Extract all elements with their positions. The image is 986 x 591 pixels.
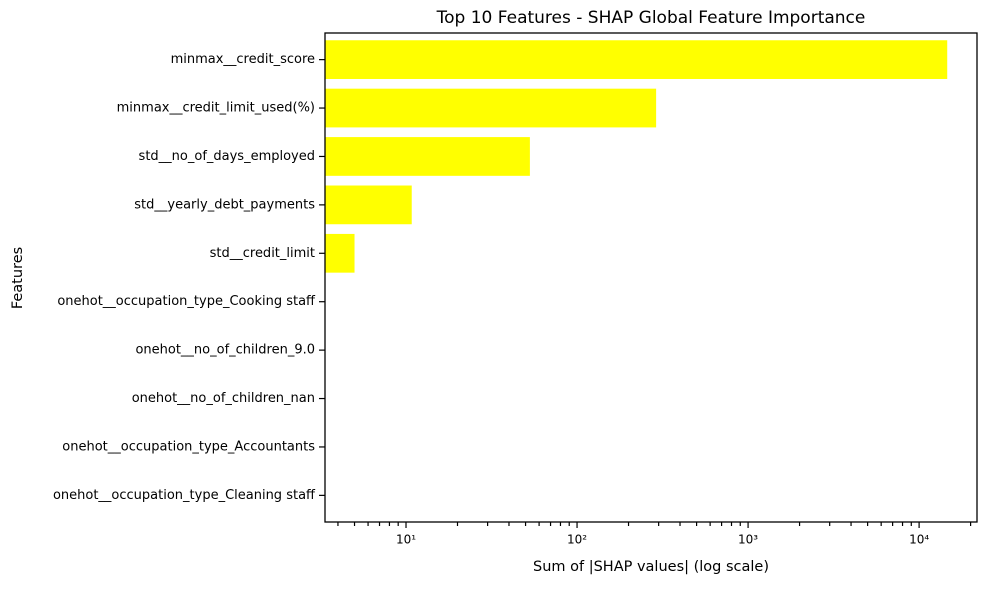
x-axis-label: Sum of |SHAP values| (log scale)	[533, 559, 769, 575]
y-tick-label: minmax__credit_limit_used(%)	[117, 101, 315, 116]
bar	[325, 88, 657, 128]
y-tick-label: onehot__occupation_type_Cooking staff	[57, 294, 316, 309]
chart-title: Top 10 Features - SHAP Global Feature Im…	[436, 8, 866, 28]
y-tick-label: minmax__credit_score	[171, 52, 315, 67]
x-tick-label: 10²	[567, 533, 587, 547]
y-tick-label: std__yearly_debt_payments	[134, 197, 315, 212]
y-tick-label: onehot__occupation_type_Cleaning staff	[53, 488, 316, 503]
bar	[325, 233, 355, 273]
y-axis-label: Features	[10, 247, 26, 309]
y-tick-label: std__no_of_days_employed	[139, 149, 315, 164]
y-tick-label: std__credit_limit	[210, 246, 315, 261]
x-tick-label: 10⁴	[909, 533, 929, 547]
bar	[325, 40, 948, 79]
plot-frame	[324, 32, 978, 523]
x-tick-label: 10¹	[396, 533, 416, 547]
x-tick-label: 10³	[738, 533, 758, 547]
bar	[325, 137, 530, 176]
y-tick-label: onehot__no_of_children_9.0	[135, 343, 315, 358]
bar	[325, 185, 412, 225]
y-tick-label: onehot__occupation_type_Accountants	[62, 439, 315, 454]
y-tick-label: onehot__no_of_children_nan	[132, 391, 315, 406]
